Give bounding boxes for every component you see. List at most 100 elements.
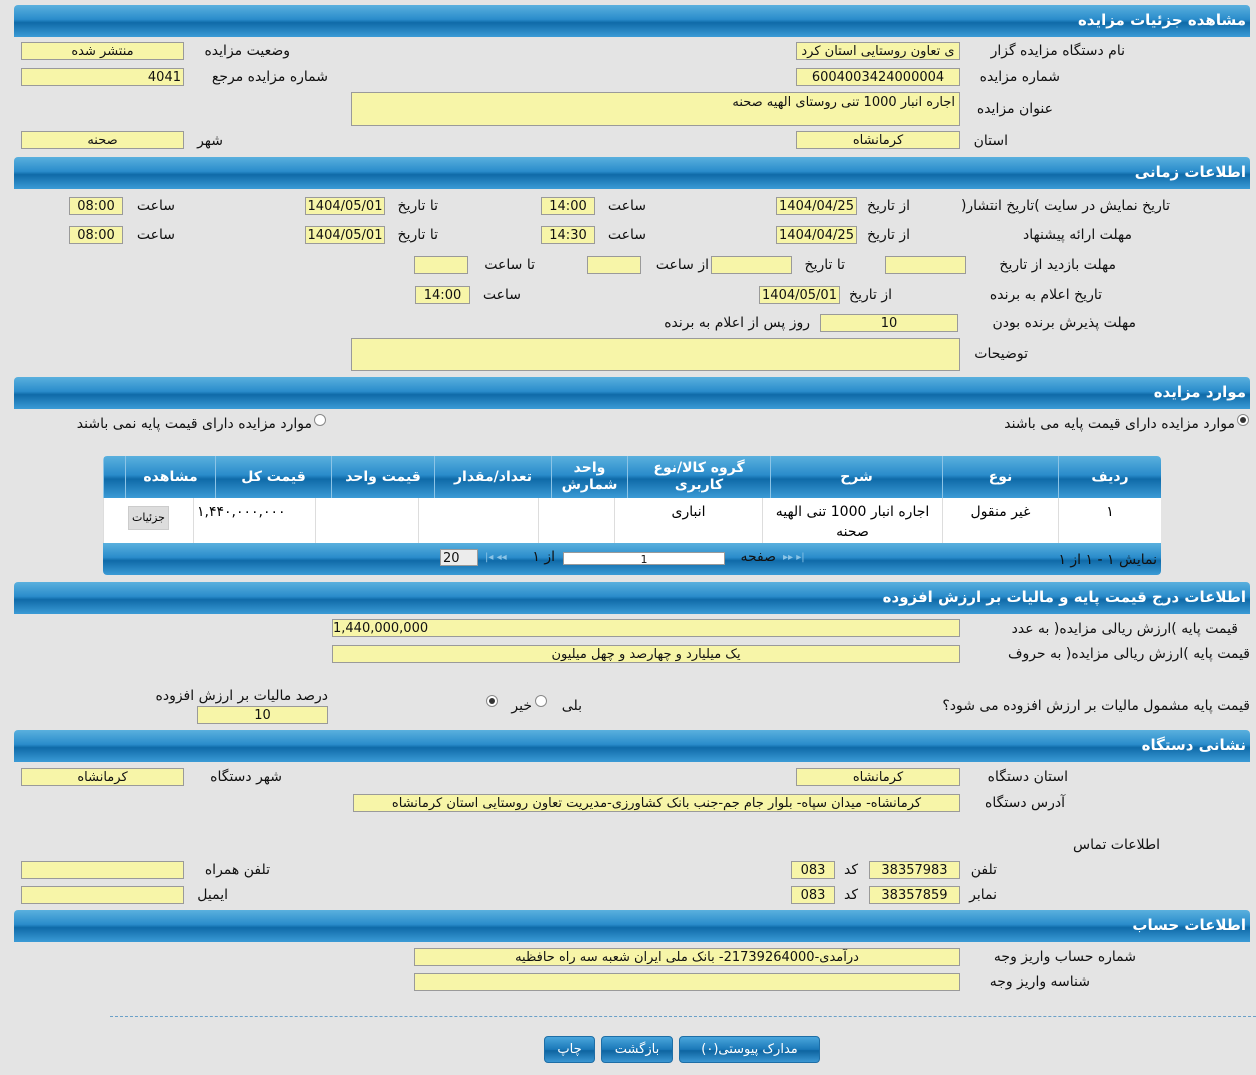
number-field[interactable]: 6004003424000004: [796, 68, 960, 86]
visit-from-date[interactable]: [885, 256, 966, 274]
col-header: تعداد/مقدار: [434, 456, 551, 498]
accept-days-field[interactable]: 10: [820, 314, 958, 332]
org-address-field[interactable]: کرمانشاه- میدان سپاه- بلوار جام جم-جنب ب…: [353, 794, 960, 812]
col-header: گروه کالا/نوع کاربری: [627, 456, 770, 498]
phone-label: تلفن: [970, 862, 997, 878]
offer-to-date[interactable]: 1404/05/01: [305, 226, 385, 244]
items-table: ردیف نوع شرح گروه کالا/نوع کاربری واحد ش…: [103, 456, 1161, 575]
cell-type: غیر منقول: [942, 498, 1058, 543]
price-words-field[interactable]: یک میلیارد و چهارصد و چهل میلیون: [332, 645, 960, 663]
price-num-label: قیمت پایه )ارزش ریالی مزایده( به عدد: [1011, 621, 1238, 637]
pager-first-prev-icons[interactable]: |◂ ◂◂: [485, 552, 507, 563]
cell-group: انباری: [614, 498, 762, 543]
winner-date[interactable]: 1404/05/01: [759, 286, 840, 304]
title-field[interactable]: اجاره انبار 1000 تنی روستای الهیه صحنه: [351, 92, 960, 126]
email-field[interactable]: [21, 886, 184, 904]
col-header: قیمت واحد: [331, 456, 434, 498]
visit-to-time[interactable]: [414, 256, 468, 274]
col-header: ردیف: [1058, 456, 1161, 498]
pager-showing: نمایش ۱ - ۱ از ۱: [1058, 552, 1157, 568]
org-province-field[interactable]: کرمانشاه: [796, 768, 960, 786]
section-title: موارد مزایده: [1153, 383, 1246, 401]
publish-from-date[interactable]: 1404/04/25: [776, 197, 857, 215]
cell-unit-price: [315, 498, 418, 543]
cell-desc: اجاره انبار 1000 تنی الهیه صحنه: [762, 498, 942, 543]
section-title: مشاهده جزئیات مزایده: [1077, 11, 1246, 29]
print-button[interactable]: چاپ: [544, 1036, 595, 1063]
from-date-label: از تاریخ: [849, 287, 892, 303]
radio-has-base-price[interactable]: [1237, 414, 1249, 426]
winner-label: تاریخ اعلام به برنده: [989, 287, 1102, 303]
org-city-field[interactable]: کرمانشاه: [21, 768, 184, 786]
offer-label: مهلت ارائه پیشنهاد: [1023, 227, 1132, 243]
accept-label: مهلت پذیرش برنده بودن: [992, 315, 1137, 331]
fax-code-field[interactable]: 083: [791, 886, 835, 904]
cell-row: ۱: [1058, 498, 1161, 543]
visit-label: مهلت بازدید از تاریخ: [999, 257, 1116, 273]
section-title: اطلاعات درج قیمت پایه و مالیات بر ارزش ا…: [882, 588, 1246, 606]
cell-view: جزئیات: [103, 498, 193, 543]
hour-label: ساعت: [136, 198, 175, 214]
visit-from-time[interactable]: [587, 256, 641, 274]
org-field[interactable]: ی تعاون روستایی استان کرد: [796, 42, 960, 60]
vat-yes-radio[interactable]: [535, 695, 547, 707]
ref-field[interactable]: 4041: [21, 68, 184, 86]
offer-from-date[interactable]: 1404/04/25: [776, 226, 857, 244]
publish-to-time[interactable]: 08:00: [69, 197, 123, 215]
hour-label: ساعت: [607, 227, 646, 243]
section-header-address: نشانی دستگاه: [14, 730, 1250, 762]
payment-id-field[interactable]: [414, 973, 960, 991]
mobile-label: تلفن همراه: [204, 862, 270, 878]
code-label: کد: [843, 887, 858, 903]
status-field[interactable]: منتشر شده: [21, 42, 184, 60]
pager-page-size[interactable]: 20: [440, 549, 478, 566]
section-header-time: اطلاعات زمانی: [14, 157, 1250, 189]
account-field[interactable]: درآمدی-21739264000- بانک ملی ایران شعبه …: [414, 948, 960, 966]
code-label: کد: [843, 862, 858, 878]
province-field[interactable]: کرمانشاه: [796, 131, 960, 149]
province-label: استان: [973, 133, 1008, 149]
winner-time[interactable]: 14:00: [415, 286, 470, 304]
vat-no-label: خیر: [511, 698, 532, 714]
city-label: شهر: [197, 133, 223, 149]
visit-to-date[interactable]: [711, 256, 792, 274]
payment-id-label: شناسه واریز وجه: [989, 974, 1090, 990]
pager-page-input[interactable]: 1: [563, 552, 725, 565]
price-words-label: قیمت پایه )ارزش ریالی مزایده( به حروف: [1007, 646, 1250, 662]
offer-to-time[interactable]: 08:00: [69, 226, 123, 244]
col-header: شرح: [770, 456, 942, 498]
contact-title: اطلاعات تماس: [1073, 837, 1160, 853]
price-num-field[interactable]: 1,440,000,000: [332, 619, 960, 637]
phone-code-field[interactable]: 083: [791, 861, 835, 879]
publish-to-date[interactable]: 1404/05/01: [305, 197, 385, 215]
back-button[interactable]: بازگشت: [601, 1036, 673, 1063]
details-button[interactable]: جزئیات: [128, 506, 169, 530]
pager-page-label: صفحه: [740, 549, 776, 565]
fax-field[interactable]: 38357859: [869, 886, 960, 904]
hour-label: ساعت: [136, 227, 175, 243]
vat-pct-field[interactable]: 10: [197, 706, 328, 724]
vat-no-radio[interactable]: [486, 695, 498, 707]
col-header: قیمت کل: [215, 456, 331, 498]
desc-field[interactable]: [351, 338, 960, 371]
number-label: شماره مزایده: [979, 69, 1060, 85]
phone-field[interactable]: 38357983: [869, 861, 960, 879]
email-label: ایمیل: [197, 887, 228, 903]
mobile-field[interactable]: [21, 861, 184, 879]
desc-label: توضیحات: [974, 346, 1028, 362]
org-city-label: شهر دستگاه: [210, 769, 282, 785]
section-title: اطلاعات زمانی: [1134, 163, 1246, 181]
attachments-button[interactable]: مدارک پیوستی(۰): [679, 1036, 820, 1063]
col-header-blank: [103, 456, 125, 498]
radio-has-base-label: موارد مزایده دارای قیمت پایه می باشند: [1004, 416, 1235, 432]
offer-from-time[interactable]: 14:30: [541, 226, 595, 244]
radio-no-base-price[interactable]: [314, 414, 326, 426]
pager-next-last-icons[interactable]: ▸▸ ▸|: [783, 552, 805, 563]
table-pager: نمایش ۱ - ۱ از ۱ ▸▸ ▸| صفحه 1 از ۱ |◂ ◂◂…: [103, 543, 1161, 575]
col-header: نوع: [942, 456, 1058, 498]
account-label: شماره حساب واریز وجه: [993, 949, 1136, 965]
city-field[interactable]: صحنه: [21, 131, 184, 149]
status-label: وضعیت مزایده: [204, 43, 290, 59]
publish-from-time[interactable]: 14:00: [541, 197, 595, 215]
